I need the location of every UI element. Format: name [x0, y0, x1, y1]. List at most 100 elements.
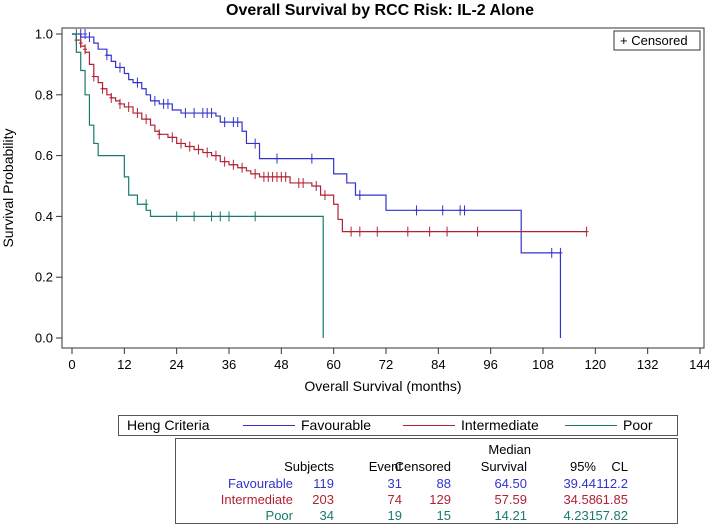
censor-mark-intermediate [157, 129, 162, 140]
censor-mark-favourable [183, 108, 188, 119]
censor-mark-poor [192, 211, 197, 222]
censor-mark-favourable [231, 117, 236, 128]
legend-label-intermediate: Intermediate [461, 417, 539, 433]
censor-mark-intermediate [475, 226, 480, 237]
y-tick-label: 1.0 [35, 27, 53, 42]
censor-mark-intermediate [135, 108, 140, 119]
censor-mark-poor [144, 199, 149, 210]
stats-lower-poor: 4.231 [563, 508, 596, 523]
censored-legend-label: + Censored [620, 33, 688, 48]
censor-mark-intermediate [196, 144, 201, 155]
stats-subjects-poor: 34 [319, 508, 334, 523]
censor-mark-favourable [558, 247, 563, 258]
censor-mark-intermediate [109, 92, 114, 103]
censored-legend: + Censored [613, 30, 701, 51]
stats-upper-favourable: 112.2 [596, 476, 628, 491]
censor-mark-intermediate [187, 141, 192, 152]
censored-legend-box [613, 30, 701, 51]
censor-mark-favourable [235, 117, 240, 128]
censor-mark-favourable [357, 190, 362, 201]
stats-group-poor: Poor [265, 508, 293, 523]
censor-mark-intermediate [100, 83, 105, 94]
censor-mark-intermediate [170, 132, 175, 143]
censor-mark-favourable [209, 108, 214, 119]
censor-mark-intermediate [144, 114, 149, 125]
y-tick-label: 0.0 [35, 331, 53, 346]
x-tick-label: 48 [274, 357, 288, 372]
censor-mark-intermediate [427, 226, 432, 237]
censor-mark-intermediate [205, 147, 210, 158]
censor-mark-intermediate [240, 162, 245, 173]
x-tick-label: 84 [431, 357, 445, 372]
km-chart: Overall Survival by RCC Risk: IL-2 Alone… [0, 2, 709, 394]
censor-mark-poor [74, 29, 79, 39]
legend-item-poor: Poor [565, 417, 653, 433]
censor-mark-intermediate [296, 177, 301, 188]
censor-mark-favourable [161, 98, 166, 109]
censor-mark-intermediate [231, 159, 236, 170]
censor-mark-intermediate [279, 171, 284, 182]
legend-item-favourable: Favourable [243, 417, 371, 433]
plot-area [61, 27, 705, 349]
censor-mark-favourable [192, 108, 197, 119]
stats-censored-poor: 15 [436, 508, 451, 523]
censor-mark-favourable [222, 117, 227, 128]
censor-mark-poor [227, 211, 231, 222]
y-tick-label: 0.8 [35, 87, 53, 102]
censor-mark-intermediate [117, 98, 122, 109]
x-tick-label: 144 [689, 357, 709, 372]
censor-mark-intermediate [253, 168, 258, 179]
x-tick-label: 120 [584, 357, 606, 372]
header-median-bottom: Survival [480, 459, 527, 474]
censor-mark-favourable [253, 138, 258, 149]
censor-mark-intermediate [349, 226, 354, 237]
x-axis-label: Overall Survival (months) [304, 378, 461, 394]
censor-mark-intermediate [222, 156, 227, 167]
stats-censored-favourable: 88 [436, 476, 451, 491]
survival-curves [72, 29, 589, 338]
censor-mark-favourable [78, 29, 83, 39]
censor-mark-favourable [462, 205, 467, 216]
legend-swatch-poor [565, 424, 617, 426]
header-95: 95% [569, 459, 596, 474]
x-tick-label: 24 [169, 357, 183, 372]
censor-mark-favourable [549, 247, 554, 258]
censor-mark-intermediate [283, 171, 288, 182]
group-legend: Heng Criteria Favourable Intermediate Po… [118, 415, 678, 436]
stats-group-intermediate: Intermediate [220, 492, 293, 507]
legend-title: Heng Criteria [127, 417, 210, 433]
censor-mark-poor [253, 211, 258, 222]
stats-censored-intermediate: 129 [429, 492, 451, 507]
censor-mark-favourable [414, 205, 419, 216]
stats-group-favourable: Favourable [227, 476, 293, 491]
legend-label-favourable: Favourable [301, 417, 372, 433]
x-tick-label: 108 [532, 357, 554, 372]
legend-swatch-favourable [243, 424, 295, 426]
stats-event-intermediate: 74 [387, 492, 402, 507]
header-cl: CL [611, 459, 628, 474]
censor-mark-intermediate [405, 226, 410, 237]
y-tick-label: 0.2 [35, 270, 53, 285]
censor-mark-intermediate [270, 171, 275, 182]
stats-upper-intermediate: 61.85 [595, 492, 628, 507]
censor-mark-favourable [205, 108, 210, 119]
y-axis-label: Survival Probability [0, 128, 16, 247]
header-median-top: Median [488, 442, 531, 457]
x-tick-label: 36 [222, 357, 236, 372]
chart-title: Overall Survival by RCC Risk: IL-2 Alone [226, 2, 534, 19]
censor-mark-favourable [165, 98, 170, 109]
legend-item-intermediate: Intermediate [403, 417, 539, 433]
y-tick-label: 0.6 [35, 148, 53, 163]
y-tick-label: 0.4 [35, 209, 53, 224]
censor-mark-intermediate [375, 226, 380, 237]
stats-lower-favourable: 39.44 [563, 476, 596, 491]
censor-mark-intermediate [357, 226, 362, 237]
censor-mark-intermediate [584, 226, 589, 237]
censor-mark-poor [209, 211, 214, 222]
stats-median-favourable: 64.50 [494, 476, 527, 491]
censor-mark-poor [174, 211, 179, 222]
censor-mark-favourable [440, 205, 445, 216]
censor-mark-favourable [200, 108, 205, 119]
legend-label-poor: Poor [623, 417, 653, 433]
censor-mark-intermediate [266, 171, 271, 182]
